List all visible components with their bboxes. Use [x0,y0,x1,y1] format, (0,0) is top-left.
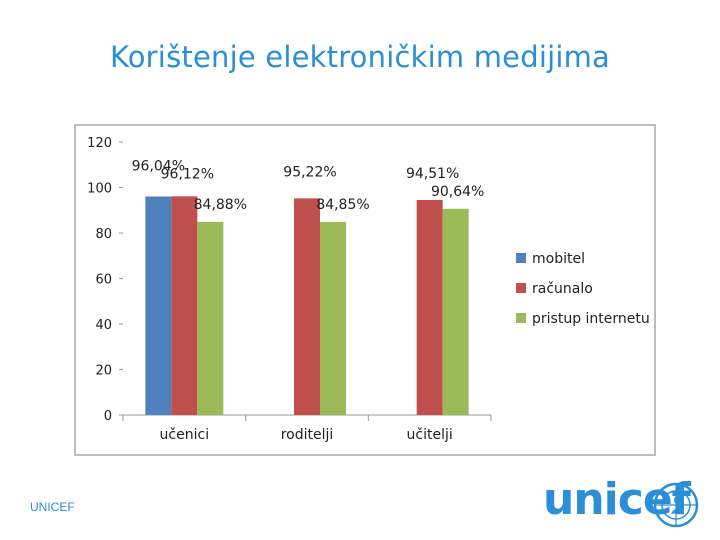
unicef-emblem-icon [653,482,699,528]
y-tick-label: 60 [95,273,112,288]
y-tick-label: 40 [95,318,112,333]
unicef-logo: unicef [543,474,703,530]
bar [197,221,224,415]
y-tick-label: 100 [87,182,112,197]
y-tick-label: 0 [104,409,112,424]
slide-title: Korištenje elektroničkim medijima [109,40,611,74]
legend-swatch [516,253,526,263]
bar [145,196,172,415]
data-label: 94,51% [406,166,459,182]
footer-text: UNICEF [30,500,75,514]
chart-frame: 0 20 40 60 80 100 120 učenici 96,04% 96,12% 84,88%… [74,124,656,456]
legend-label: mobitel [532,251,585,267]
bar [294,198,320,415]
data-label: 95,22% [283,164,336,180]
bar [442,208,469,415]
data-label: 96,04% [132,159,185,175]
x-category-label: učenici [160,427,210,443]
legend-label: pristup internetu [532,311,650,327]
y-tick-label: 120 [87,136,112,151]
bar [416,199,443,415]
data-label: 84,88% [194,197,247,213]
y-tick-label: 80 [95,227,112,242]
logo-wordmark: unicef [543,474,691,525]
x-category-label: roditelji [281,427,334,443]
x-category-label: učitelji [407,427,453,443]
y-tick-label: 20 [95,364,112,379]
legend-label: računalo [532,281,593,297]
bar [320,221,346,415]
data-label: 90,64% [431,184,484,200]
bar [171,196,198,415]
legend-swatch [516,313,526,323]
legend-swatch [516,283,526,293]
data-label: 96,12% [161,166,214,182]
bar-chart: 0 20 40 60 80 100 120 učenici 96,04%96,12% 84,88%… [87,136,650,443]
data-label: 84,85% [316,197,369,213]
